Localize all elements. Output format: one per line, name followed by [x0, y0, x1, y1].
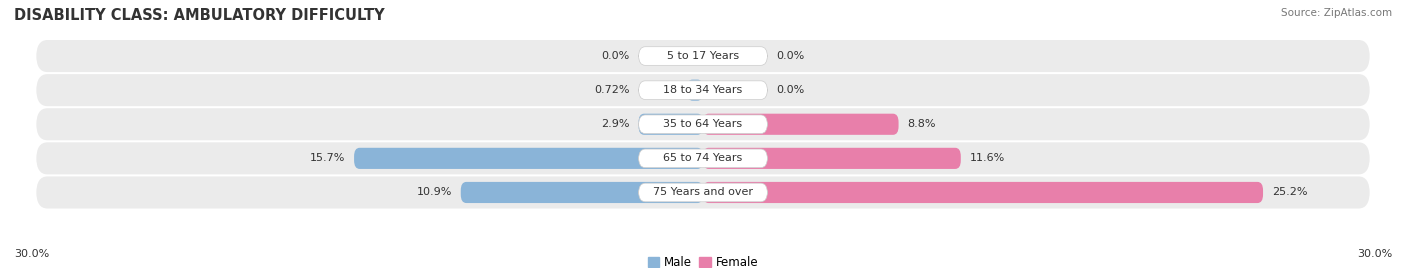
FancyBboxPatch shape: [37, 74, 1369, 106]
Legend: Male, Female: Male, Female: [643, 251, 763, 268]
Text: 65 to 74 Years: 65 to 74 Years: [664, 153, 742, 163]
Text: 0.0%: 0.0%: [776, 51, 804, 61]
Text: Source: ZipAtlas.com: Source: ZipAtlas.com: [1281, 8, 1392, 18]
FancyBboxPatch shape: [37, 176, 1369, 209]
FancyBboxPatch shape: [638, 114, 703, 135]
Text: DISABILITY CLASS: AMBULATORY DIFFICULTY: DISABILITY CLASS: AMBULATORY DIFFICULTY: [14, 8, 385, 23]
FancyBboxPatch shape: [703, 148, 960, 169]
Text: 0.72%: 0.72%: [595, 85, 630, 95]
Text: 75 Years and over: 75 Years and over: [652, 188, 754, 198]
FancyBboxPatch shape: [638, 47, 768, 65]
FancyBboxPatch shape: [461, 182, 703, 203]
Text: 25.2%: 25.2%: [1272, 188, 1308, 198]
FancyBboxPatch shape: [37, 108, 1369, 140]
Text: 5 to 17 Years: 5 to 17 Years: [666, 51, 740, 61]
Text: 0.0%: 0.0%: [602, 51, 630, 61]
FancyBboxPatch shape: [638, 149, 768, 168]
Text: 0.0%: 0.0%: [776, 85, 804, 95]
Text: 30.0%: 30.0%: [1357, 249, 1392, 259]
FancyBboxPatch shape: [688, 80, 703, 101]
Text: 11.6%: 11.6%: [970, 153, 1005, 163]
Text: 8.8%: 8.8%: [907, 119, 936, 129]
FancyBboxPatch shape: [638, 183, 768, 202]
FancyBboxPatch shape: [638, 81, 768, 99]
Text: 15.7%: 15.7%: [309, 153, 346, 163]
FancyBboxPatch shape: [37, 40, 1369, 72]
Text: 18 to 34 Years: 18 to 34 Years: [664, 85, 742, 95]
FancyBboxPatch shape: [703, 182, 1263, 203]
FancyBboxPatch shape: [638, 115, 768, 133]
FancyBboxPatch shape: [354, 148, 703, 169]
Text: 35 to 64 Years: 35 to 64 Years: [664, 119, 742, 129]
Text: 10.9%: 10.9%: [416, 188, 451, 198]
Text: 2.9%: 2.9%: [602, 119, 630, 129]
FancyBboxPatch shape: [703, 114, 898, 135]
Text: 30.0%: 30.0%: [14, 249, 49, 259]
FancyBboxPatch shape: [37, 142, 1369, 174]
